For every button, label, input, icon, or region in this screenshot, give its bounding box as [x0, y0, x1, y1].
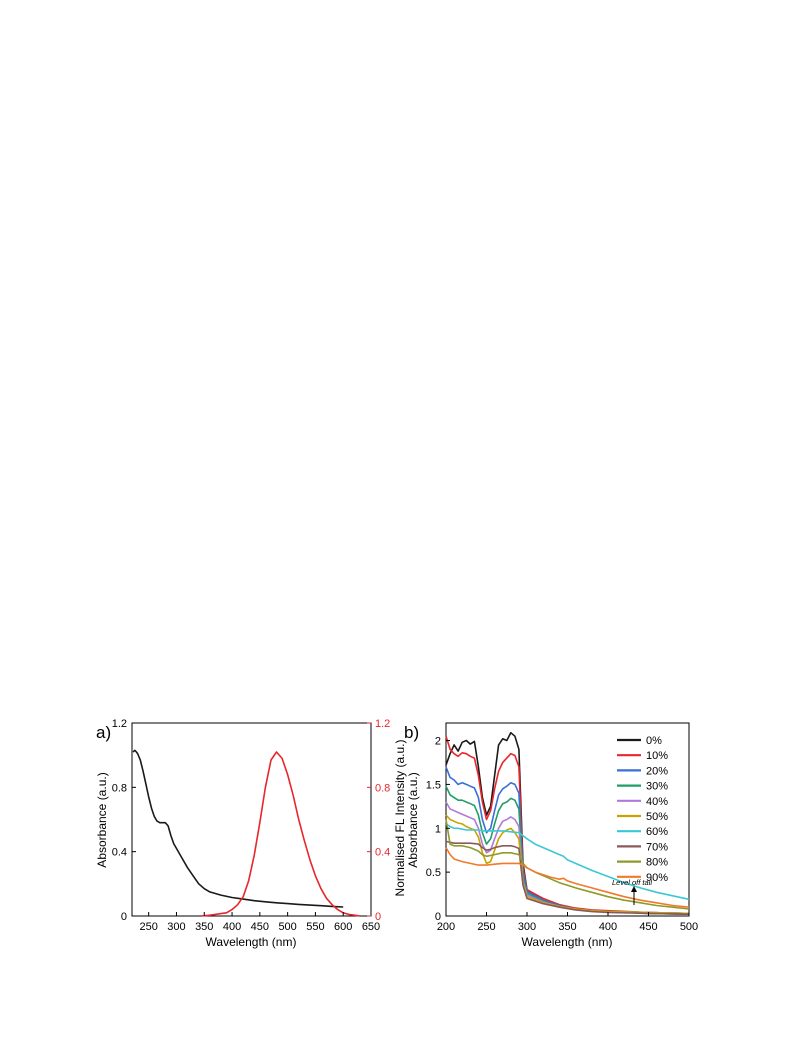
x-tick-label: 250 [139, 921, 157, 933]
annotation-arrow-head [631, 886, 637, 892]
y-tick-label: 1 [435, 823, 441, 835]
panel-a-y-axis-label-left: Absorbance (a.u.) [95, 772, 109, 867]
panel-b-annotation: Level off tail [612, 878, 652, 905]
panel-b: b) 200 250 300 350 400 450 500 0 0.5 1 1.5 2 Wavel… [404, 722, 698, 949]
panel-b-y-ticks: 0 0.5 1 1.5 2 [426, 736, 450, 923]
x-tick-label: 300 [518, 921, 536, 933]
legend-label-30: 30% [646, 781, 668, 793]
y-right-tick-label: 0.8 [375, 782, 390, 794]
panel-a-y-ticks-right: 0 0.4 0.8 1.2 [367, 718, 390, 923]
x-tick-label: 500 [278, 921, 296, 933]
level-off-tail-annotation: Level off tail [612, 878, 652, 887]
panel-b-y-axis-label: Absorbance (a.u.) [406, 772, 420, 867]
x-tick-label: 200 [437, 921, 455, 933]
panel-b-label: b) [404, 723, 419, 742]
panel-a-x-axis-label: Wavelength (nm) [206, 935, 297, 949]
y-tick-label: 0 [121, 911, 127, 923]
panel-a-y-axis-label-right: Normalised FL Intensity (a.u.) [393, 740, 407, 897]
panel-a-y-ticks-left: 0 0.4 0.8 1.2 [112, 718, 136, 923]
x-tick-label: 550 [306, 921, 324, 933]
x-tick-label: 350 [558, 921, 576, 933]
series-line-10 [445, 735, 690, 915]
legend-label-20: 20% [646, 765, 668, 777]
panel-b-x-ticks: 200 250 300 350 400 450 500 [437, 912, 698, 933]
panel-a-x-ticks: 250 300 350 400 450 500 550 600 650 [139, 912, 380, 933]
legend-label-50: 50% [646, 811, 668, 823]
panel-b-x-axis-label: Wavelength (nm) [522, 935, 613, 949]
panel-a: a) 250 300 350 400 450 500 550 600 650 0 0.4 0.8 1.… [95, 718, 407, 949]
y-right-tick-label: 0.4 [375, 847, 390, 859]
x-tick-label: 350 [195, 921, 213, 933]
x-tick-label: 650 [362, 921, 380, 933]
legend-label-80: 80% [646, 857, 668, 869]
legend-label-70: 70% [646, 841, 668, 853]
x-tick-label: 600 [334, 921, 352, 933]
series-line-50 [445, 814, 690, 915]
legend-label-60: 60% [646, 826, 668, 838]
panel-b-legend: 0% 10% 20% 30% 40% 50% 60% 70% 80% 90% [617, 735, 668, 884]
x-tick-label: 500 [680, 921, 698, 933]
x-tick-label: 450 [639, 921, 657, 933]
x-tick-label: 400 [223, 921, 241, 933]
panel-a-frame [131, 722, 372, 917]
panel-a-series [132, 749, 361, 917]
legend-label-40: 40% [646, 796, 668, 808]
y-right-tick-label: 1.2 [375, 718, 390, 730]
y-tick-label: 1.5 [426, 779, 441, 791]
legend-label-0: 0% [646, 735, 662, 747]
x-tick-label: 450 [251, 921, 269, 933]
y-tick-label: 1.2 [112, 718, 127, 730]
series-line-fl-intensity [201, 751, 361, 917]
legend-label-90: 90% [646, 872, 668, 884]
series-line-60 [445, 823, 690, 901]
panel-b-series [445, 731, 690, 915]
y-tick-label: 0.5 [426, 867, 441, 879]
x-tick-label: 400 [599, 921, 617, 933]
y-tick-label: 2 [435, 736, 441, 748]
x-tick-label: 300 [167, 921, 185, 933]
series-line-absorbance [132, 749, 344, 908]
y-right-tick-label: 0 [375, 911, 381, 923]
y-tick-label: 0 [435, 911, 441, 923]
y-tick-label: 0.8 [112, 782, 127, 794]
legend-label-10: 10% [646, 750, 668, 762]
series-line-70 [445, 840, 690, 915]
y-tick-label: 0.4 [112, 847, 127, 859]
series-line-90 [445, 847, 690, 908]
panel-a-label: a) [96, 723, 111, 742]
x-tick-label: 250 [477, 921, 495, 933]
